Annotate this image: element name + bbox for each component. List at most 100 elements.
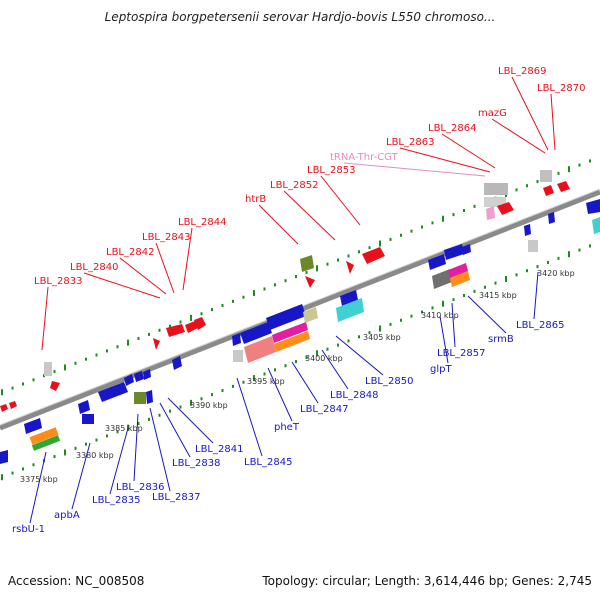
gene-label[interactable]: LBL_2845 <box>244 457 292 468</box>
feature-reverse[interactable] <box>428 254 446 270</box>
feature-other[interactable] <box>274 331 310 352</box>
feature-reverse[interactable] <box>586 199 600 214</box>
feature-reverse[interactable] <box>232 333 241 346</box>
gene-label[interactable]: LBL_2852 <box>270 180 318 191</box>
feature-reverse[interactable] <box>340 290 358 306</box>
gene-label[interactable]: tRNA-Thr-CGT <box>330 152 399 163</box>
tick-mark <box>337 343 339 347</box>
feature-forward[interactable] <box>557 181 570 192</box>
gene-label[interactable]: LBL_2853 <box>307 165 355 176</box>
label-leader <box>83 272 161 299</box>
feature-forward[interactable] <box>543 185 554 196</box>
feature-forward[interactable] <box>346 261 354 274</box>
tick-mark <box>442 215 444 222</box>
gene-label[interactable]: mazG <box>478 108 507 119</box>
feature-other[interactable] <box>31 435 61 451</box>
feature-gray[interactable] <box>432 269 452 289</box>
feature-forward[interactable] <box>0 404 8 412</box>
feature-reverse[interactable] <box>98 382 128 402</box>
feature-other[interactable] <box>244 336 276 363</box>
feature-other[interactable] <box>592 217 600 234</box>
feature-reverse[interactable] <box>0 450 8 464</box>
feature-other[interactable] <box>272 322 308 343</box>
gene-label[interactable]: pheT <box>274 422 300 433</box>
feature-rna[interactable] <box>486 206 495 220</box>
feature-other[interactable] <box>134 392 146 404</box>
gene-label[interactable]: LBL_2838 <box>172 458 220 469</box>
feature-reverse[interactable] <box>78 400 90 414</box>
feature-other[interactable] <box>303 307 318 323</box>
gene-label[interactable]: LBL_2843 <box>142 232 190 243</box>
tick-mark <box>410 229 413 233</box>
tick-mark <box>242 380 245 384</box>
feature-reverse[interactable] <box>548 212 555 224</box>
gene-label[interactable]: htrB <box>245 194 266 205</box>
gene-label[interactable]: srmB <box>488 334 514 345</box>
tick-mark <box>389 322 392 326</box>
gene-label[interactable]: LBL_2863 <box>386 137 434 148</box>
gene-label[interactable]: LBL_2840 <box>70 262 118 273</box>
gene-label[interactable]: LBL_2841 <box>195 444 243 455</box>
feature-gray[interactable] <box>540 170 552 182</box>
feature-other[interactable] <box>336 298 364 322</box>
gene-label[interactable]: LBL_2850 <box>365 376 413 387</box>
feature-forward[interactable] <box>9 401 17 409</box>
feature-reverse[interactable] <box>134 371 144 382</box>
feature-gray[interactable] <box>528 240 538 252</box>
tick-mark <box>347 254 350 258</box>
feature-forward[interactable] <box>305 276 315 288</box>
tick-mark <box>589 244 591 248</box>
gene-label[interactable]: LBL_2837 <box>152 492 200 503</box>
gene-label[interactable]: LBL_2833 <box>34 276 82 287</box>
tick-mark <box>536 180 539 184</box>
gene-label[interactable]: LBL_2835 <box>92 495 140 506</box>
gene-label[interactable]: glpT <box>430 364 452 375</box>
feature-forward[interactable] <box>194 317 206 330</box>
feature-forward[interactable] <box>153 338 160 350</box>
gene-label[interactable]: rsbU-1 <box>12 524 45 535</box>
gene-label[interactable]: LBL_2864 <box>428 123 476 134</box>
feature-other[interactable] <box>450 271 470 287</box>
tick-mark <box>190 399 192 406</box>
feature-forward[interactable] <box>497 202 514 215</box>
tick-mark <box>242 295 245 299</box>
gene-label[interactable]: LBL_2865 <box>516 320 564 331</box>
feature-forward[interactable] <box>50 381 60 391</box>
feature-gray[interactable] <box>484 183 508 195</box>
feature-forward[interactable] <box>185 321 198 333</box>
gene-label[interactable]: LBL_2870 <box>537 83 585 94</box>
tick-mark <box>284 364 287 368</box>
feature-reverse[interactable] <box>24 418 42 434</box>
feature-reverse[interactable] <box>266 304 306 330</box>
feature-forward[interactable] <box>362 247 385 264</box>
feature-other[interactable] <box>29 427 59 445</box>
feature-reverse[interactable] <box>146 390 153 404</box>
gene-label[interactable]: LBL_2848 <box>330 390 378 401</box>
feature-gray[interactable] <box>44 362 52 376</box>
feature-reverse[interactable] <box>444 244 464 260</box>
gene-label[interactable]: LBL_2836 <box>116 482 164 493</box>
gene-label[interactable]: LBL_2847 <box>300 404 348 415</box>
feature-reverse[interactable] <box>172 356 182 370</box>
feature-reverse[interactable] <box>240 322 272 344</box>
gene-label[interactable]: LBL_2857 <box>437 348 485 359</box>
gene-label[interactable]: LBL_2869 <box>498 66 546 77</box>
feature-reverse[interactable] <box>462 244 471 255</box>
feature-forward[interactable] <box>166 324 185 337</box>
feature-reverse[interactable] <box>143 369 151 380</box>
feature-reverse[interactable] <box>82 414 94 424</box>
tick-mark <box>295 360 297 364</box>
gene-label[interactable]: LBL_2844 <box>178 217 226 228</box>
tick-mark <box>148 332 150 336</box>
feature-gray[interactable] <box>233 350 243 362</box>
tick-mark <box>190 314 192 321</box>
tick-mark <box>263 372 266 376</box>
gene-label[interactable]: LBL_2842 <box>106 247 154 258</box>
gene-label[interactable]: apbA <box>54 510 80 521</box>
feature-reverse[interactable] <box>124 374 134 386</box>
feature-gray[interactable] <box>484 197 506 207</box>
feature-other[interactable] <box>448 263 468 278</box>
feature-reverse[interactable] <box>524 224 531 236</box>
feature-other[interactable] <box>300 255 314 272</box>
tick-mark <box>211 393 213 397</box>
